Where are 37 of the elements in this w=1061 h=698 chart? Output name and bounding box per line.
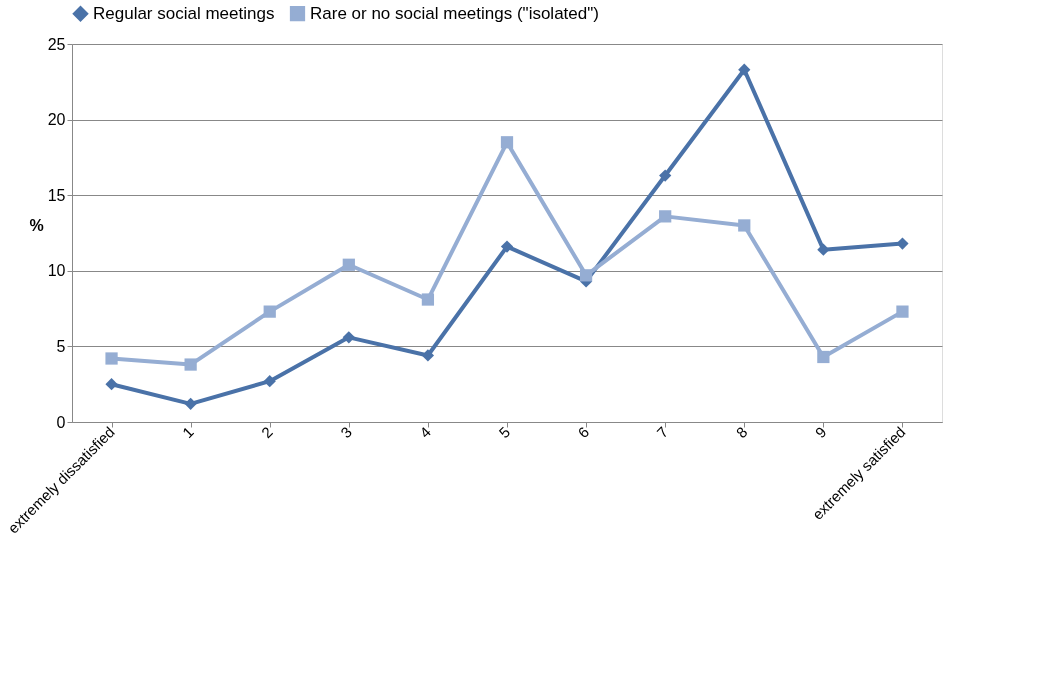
y-axis-title: % (29, 216, 44, 234)
x-tick-label: 2 (257, 423, 276, 442)
x-tick-label: 9 (811, 423, 830, 442)
point (263, 375, 276, 388)
point (105, 352, 118, 365)
y-tick-label: 5 (56, 337, 66, 355)
point (579, 269, 593, 282)
x-tick-label: 8 (732, 423, 751, 442)
point (421, 293, 435, 306)
x-tick-label: 3 (337, 423, 355, 442)
x-tick-label: 4 (416, 423, 435, 442)
point (500, 240, 514, 253)
point (659, 169, 672, 182)
point (817, 350, 830, 364)
point (421, 349, 435, 362)
point (263, 305, 276, 318)
point (184, 358, 197, 371)
legend-label: Rare or no social meetings ("isolated") (310, 3, 599, 23)
y-tick-label: 20 (47, 111, 66, 129)
point (342, 258, 355, 271)
x-tick-label: 6 (574, 423, 593, 442)
x-tick-label: 5 (495, 423, 514, 442)
y-tick-label: 15 (47, 186, 66, 204)
point (500, 136, 514, 149)
y-tick-label: 10 (47, 262, 66, 280)
legend-label: Regular social meetings (93, 3, 275, 23)
point (342, 331, 355, 344)
y-tick-label: 25 (47, 35, 66, 53)
point (659, 210, 672, 223)
y-tick-label: 0 (56, 413, 66, 431)
x-tick-label: 7 (653, 423, 672, 442)
x-tick-label: 1 (178, 423, 197, 442)
point (105, 378, 118, 391)
point (738, 219, 751, 232)
point (184, 397, 197, 410)
point (896, 305, 909, 318)
point (738, 63, 751, 76)
